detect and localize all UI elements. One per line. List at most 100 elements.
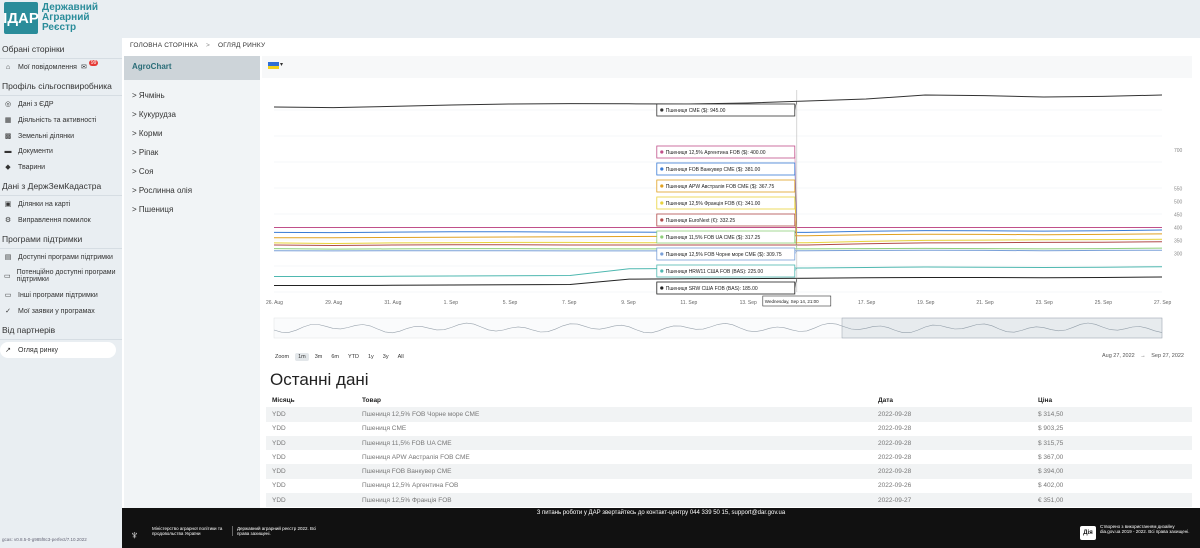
y-tick-label: 700: [1174, 148, 1183, 154]
sidebar-item-corrections[interactable]: ⚙ Виправлення помилок: [0, 212, 122, 228]
price-chart-svg[interactable]: 700 550 500 450 400 350 300 26. Aug 29. Aug 31. A…: [262, 80, 1192, 350]
sidebar-item-label: Виправлення помилок: [18, 216, 91, 224]
tooltip-label: Пшениця 12,5% FOB Чорне море CME ($): 30…: [666, 252, 782, 258]
sidebar-item-available-programs[interactable]: ▤ Доступні програми підтримки: [0, 249, 122, 265]
date-to[interactable]: Sep 27, 2022: [1151, 353, 1184, 359]
y-tick-label: 350: [1174, 238, 1183, 244]
sidebar-item-label: Мої заявки у програмах: [18, 307, 95, 315]
tooltip-marker: [660, 201, 664, 205]
sidebar-item-edr[interactable]: ◎ Дані з ЄДР: [0, 96, 122, 112]
category-item[interactable]: > Кукурудза: [132, 110, 176, 119]
folder-icon: ▬: [4, 148, 12, 155]
sidebar-item-market-overview[interactable]: ↗ Огляд ринку: [0, 342, 116, 358]
sidebar-item-other-programs[interactable]: ▭ Інші програми підтримки: [0, 287, 122, 303]
map-icon: ▣: [4, 201, 12, 208]
tooltip-label: Пшениця FOB Ванкувер CME ($): 381.00: [666, 167, 761, 173]
tooltip-connector: [794, 236, 798, 249]
category-item[interactable]: > Ячмінь: [132, 91, 165, 100]
range-button-6m[interactable]: 6m: [331, 354, 339, 360]
cell-price: $ 367,00: [1038, 453, 1064, 461]
tooltip-marker: [660, 218, 664, 222]
sidebar-item-my-applications[interactable]: ✓ Мої заявки у програмах: [0, 303, 122, 319]
sidebar-item-label: Інші програми підтримки: [18, 291, 98, 299]
tooltip-marker: [660, 235, 664, 239]
x-tick-label: 21. Sep: [976, 300, 993, 306]
table-row: YDD Пшениця APW Австралія FOB CME 2022-0…: [266, 450, 1192, 464]
cell-product: Пшениця CME: [362, 425, 407, 433]
logo-line-2: Аграрний: [42, 12, 90, 23]
latest-data-title: Останні дані: [270, 370, 369, 389]
chart-toolbar: [262, 56, 1192, 78]
navigator-selection: [841, 317, 1163, 339]
tooltip-marker: [660, 150, 664, 154]
tooltip-label: Пшениця SRW США FOB (BAS): 185.00: [666, 286, 758, 292]
cell-product: Пшениця 11,5% FOB UA CME: [362, 439, 452, 447]
sidebar-section-profile: Профіль сільгоспвиробника: [0, 77, 122, 96]
crosshair-date-label: Wednesday, Sep 14, 21:00: [765, 299, 819, 304]
category-item[interactable]: > Рослинна олія: [132, 186, 193, 195]
cell-product: Пшениця APW Австралія FOB CME: [362, 453, 470, 461]
x-tick-label: 5. Sep: [503, 300, 518, 306]
breadcrumb: ГОЛОВНА СТОРІНКА > ОГЛЯД РИНКУ: [130, 42, 265, 49]
sidebar-item-documents[interactable]: ▬ Документи: [0, 144, 122, 159]
y-tick-label: 550: [1174, 187, 1183, 193]
tooltip-marker: [660, 269, 664, 273]
x-tick-label: 26. Aug: [266, 300, 283, 306]
price-chart[interactable]: 700 550 500 450 400 350 300 26. Aug 29. Aug 31. A…: [262, 80, 1192, 370]
tooltip-connector: [794, 219, 798, 246]
sidebar-item-potential-programs[interactable]: ▭ Потенційно доступні програми підтримки: [0, 265, 122, 287]
range-button-all[interactable]: All: [397, 354, 404, 360]
tooltip-label: Пшениця APW Австралія FOB CME ($): 367.7…: [666, 184, 775, 190]
tooltip-label: Пшениця EuroNext (€): 332.25: [666, 218, 736, 224]
x-tick-label: 1. Sep: [444, 300, 459, 306]
sidebar-item-animals[interactable]: ◆ Тварини: [0, 159, 122, 175]
cell-price: $ 394,00: [1038, 468, 1064, 476]
sidebar-item-activity[interactable]: ▦ Діяльність та активності: [0, 112, 122, 128]
sidebar-item-label: Дані з ЄДР: [18, 100, 54, 108]
doc-icon: ▭: [4, 292, 12, 299]
cell-month: YDD: [272, 496, 286, 504]
sidebar: Обрані сторінки ⌂ Мої повідомлення ✉ 99 …: [0, 38, 122, 548]
range-button-1m[interactable]: 1m: [295, 353, 309, 361]
sidebar-item-messages[interactable]: ⌂ Мої повідомлення ✉ 99: [0, 59, 122, 75]
crosshair-date-box: [762, 295, 832, 307]
category-item[interactable]: > Соя: [132, 167, 154, 176]
logo[interactable]: ІДАР Державний Аграрний Реєстр: [3, 2, 98, 34]
cell-month: YDD: [272, 410, 286, 418]
sidebar-section-cadastre: Дані з ДержЗемКадастра: [0, 177, 122, 196]
tooltip-label: Пшениця 12,5% Франція FOB (€): 341.00: [666, 201, 761, 207]
sidebar-item-label: Тварини: [18, 163, 46, 171]
range-button-1y[interactable]: 1y: [367, 354, 374, 360]
range-button-3y[interactable]: 3y: [382, 354, 389, 360]
tooltip-marker: [660, 184, 664, 188]
chevron-down-icon[interactable]: ▾: [280, 62, 284, 68]
sidebar-item-land[interactable]: ▩ Земельні ділянки: [0, 128, 122, 144]
x-tick-label: 25. Sep: [1095, 300, 1112, 306]
cell-date: 2022-09-26: [878, 482, 912, 490]
category-item[interactable]: > Корми: [132, 129, 163, 138]
dia-logo-icon[interactable]: Дія: [1080, 526, 1096, 540]
breadcrumb-home[interactable]: ГОЛОВНА СТОРІНКА: [130, 42, 198, 49]
sidebar-item-map[interactable]: ▣ Ділянки на карті: [0, 196, 122, 212]
list-icon: ▤: [4, 254, 12, 261]
sidebar-item-label: Огляд ринку: [18, 346, 59, 354]
x-tick-label: 19. Sep: [917, 300, 934, 306]
cell-month: YDD: [272, 453, 286, 461]
cell-product: Пшениця 12,5% Аргентина FOB: [362, 482, 459, 490]
range-button-3m[interactable]: 3m: [314, 354, 323, 360]
cell-product: Пшениця 12,5% Франція FOB: [362, 496, 452, 504]
ukraine-flag-icon[interactable]: [268, 62, 279, 69]
category-item[interactable]: > Ріпак: [132, 148, 159, 157]
date-from[interactable]: Aug 27, 2022: [1101, 353, 1135, 359]
category-item[interactable]: > Пшениця: [132, 205, 174, 214]
cell-product: Пшениця FOB Ванкувер CME: [362, 468, 452, 476]
range-zoom-label: Zoom: [275, 354, 290, 360]
range-button-ytd[interactable]: YTD: [347, 354, 359, 360]
messages-icon: ✉: [80, 64, 87, 71]
series-line: [274, 276, 1163, 286]
date-arrow: →: [1140, 353, 1146, 359]
category-title: AgroChart: [124, 56, 260, 80]
doc-icon: ▭: [4, 273, 11, 280]
footer-dia-text: Створено з використанням дизайну dia.gov…: [1100, 524, 1190, 534]
tooltip-label: Пшениця HRW11 США FOB (BAS): 225.00: [666, 269, 764, 275]
